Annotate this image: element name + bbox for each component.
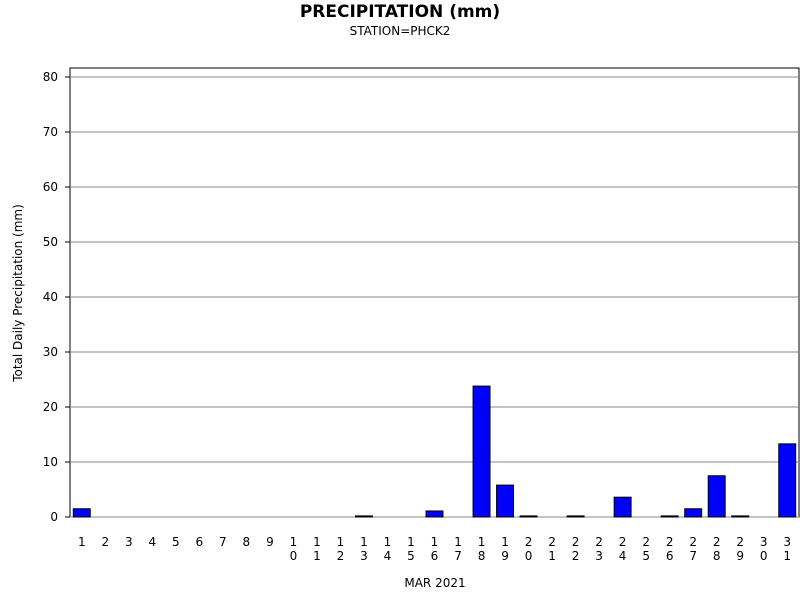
x-tick-label: 6 [196,535,204,549]
bar [731,515,750,518]
bar [425,510,444,518]
bar [778,443,797,518]
x-tick-label: 3 [125,535,133,549]
x-tick-label: 5 [172,535,180,549]
y-tick-label: 70 [43,125,58,139]
x-tick-label: 7 [219,535,227,549]
bar [684,508,703,518]
y-tick-label: 60 [43,180,58,194]
y-tick-label: 0 [50,510,58,524]
bar [472,385,491,518]
x-tick-label: 2 [101,535,109,549]
y-tick-label: 10 [43,455,58,469]
plot-frame [69,67,800,518]
chart-subtitle: STATION=PHCK2 [350,24,451,38]
x-tick-label: 9 [266,535,274,549]
bar [707,475,726,518]
bar [496,484,515,518]
bar [613,496,632,518]
bar [72,508,91,518]
x-tick-label: 1 [78,535,86,549]
y-tick-label: 20 [43,400,58,414]
y-axis-label: Total Daily Precipitation (mm) [11,204,25,383]
y-tick-label: 30 [43,345,58,359]
y-tick-label: 80 [43,70,58,84]
y-tick-label: 40 [43,290,58,304]
x-axis-label: MAR 2021 [404,576,465,590]
x-tick-label: 8 [243,535,251,549]
bar [519,515,538,518]
bar [566,515,585,518]
x-tick-label: 4 [148,535,156,549]
bar [354,515,373,518]
chart-title: PRECIPITATION (mm) [300,2,500,22]
bar [660,515,679,518]
y-tick-label: 50 [43,235,58,249]
